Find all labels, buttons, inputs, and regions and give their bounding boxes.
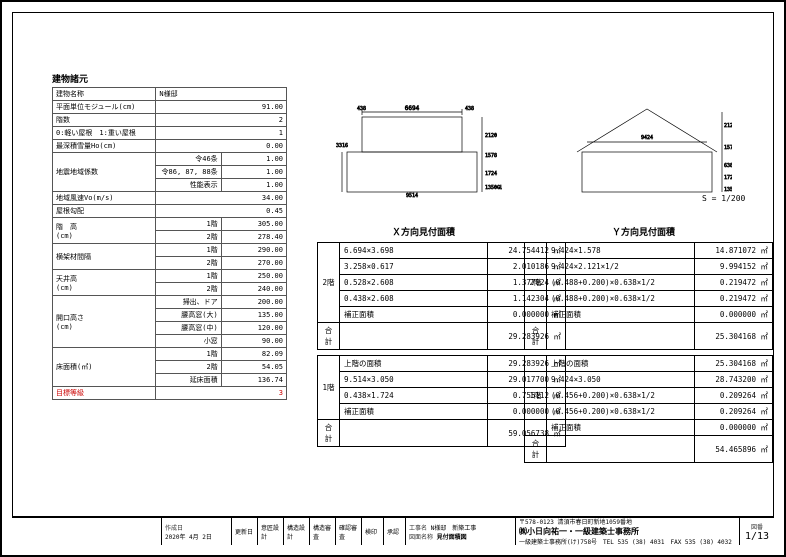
svg-text:1578: 1578 — [485, 153, 497, 159]
svg-text:1350GL: 1350GL — [724, 187, 732, 193]
svg-text:3316: 3316 — [336, 143, 348, 149]
svg-text:438: 438 — [357, 106, 366, 112]
scale-label: S = 1/200 — [702, 194, 745, 203]
lbl: 建物名称 — [53, 88, 156, 101]
svg-text:1578: 1578 — [724, 145, 732, 151]
val: N様邸 — [156, 88, 287, 101]
y-area-table: 2階9.424×1.57814.871072 ㎡ 9.424×2.121×1/2… — [524, 242, 773, 463]
svg-text:2120: 2120 — [485, 133, 497, 139]
svg-text:1724: 1724 — [724, 175, 732, 181]
svg-text:638: 638 — [724, 163, 732, 169]
elevation-x: 6694 438 438 3316 2120 1578 1724 1350GL 9… — [332, 97, 502, 207]
spec-table: 建物名称N様邸 平面単位モジュール(cm)91.00 階数2 0:軽い屋根 1:… — [52, 87, 287, 400]
drawing-sheet: 建物諸元 建物名称N様邸 平面単位モジュール(cm)91.00 階数2 0:軽い… — [0, 0, 786, 557]
svg-text:6694: 6694 — [405, 105, 420, 112]
svg-text:1350GL: 1350GL — [485, 185, 502, 191]
caption-y: Ｙ方向見付面積 — [612, 225, 675, 238]
svg-text:9424: 9424 — [641, 135, 653, 141]
svg-text:9514: 9514 — [406, 193, 418, 199]
doc-title: 建物諸元 — [52, 72, 88, 85]
svg-text:2120: 2120 — [724, 123, 732, 129]
caption-x: Ｘ方向見付面積 — [392, 225, 455, 238]
svg-text:1724: 1724 — [485, 171, 497, 177]
svg-text:438: 438 — [465, 106, 474, 112]
title-block: 作成日2020年 4月 2日 更新日 意匠設計 構造設計 構造審査 確認審査 検… — [12, 517, 774, 545]
elevation-y: 9424 2120 1578 638 1724 1350GL — [562, 97, 732, 207]
